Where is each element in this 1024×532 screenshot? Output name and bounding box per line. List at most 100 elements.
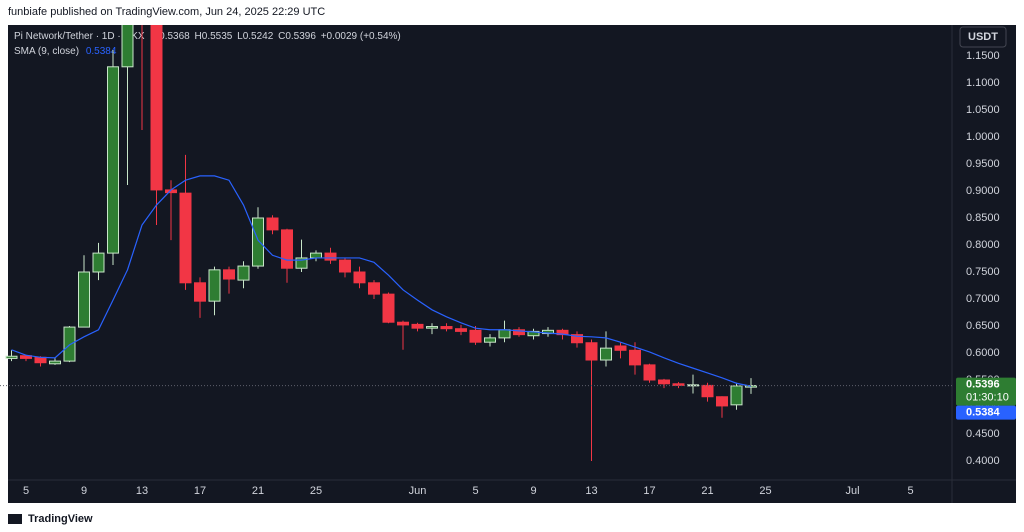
candle-body (194, 282, 206, 302)
ohlc-value: 0.5242 (243, 31, 274, 42)
candle-body (571, 334, 583, 344)
currency-label[interactable]: USDT (968, 31, 998, 43)
y-tick-label: 0.8000 (966, 239, 1000, 251)
y-tick-label: 0.7500 (966, 266, 1000, 278)
x-tick-label: 21 (252, 485, 264, 497)
candle-body (498, 329, 511, 339)
candle-body (629, 349, 641, 366)
publisher-line: funbiafe published on TradingView.com, J… (8, 6, 325, 18)
candle-body (440, 326, 453, 330)
ohlc-label: L (237, 31, 243, 42)
candle-body (368, 282, 380, 295)
x-tick-label: 17 (194, 485, 206, 497)
candle-body (716, 396, 728, 407)
y-tick-label: 0.4500 (966, 428, 1000, 440)
y-tick-label: 0.7000 (966, 293, 1000, 305)
indicator-value: 0.5384 (86, 46, 117, 57)
candle-body (208, 269, 221, 302)
chart-title: Pi Network/Tether · 1D · OKX (14, 31, 145, 42)
candle-body (730, 385, 743, 406)
y-tick-label: 0.8500 (966, 212, 1000, 224)
ohlc-value: 0.5535 (202, 31, 233, 42)
candle-body (281, 229, 293, 269)
legend-line: Pi Network/Tether · 1D · OKX O0.5368 H0.… (14, 31, 401, 42)
x-tick-label: 9 (530, 485, 536, 497)
candle-body (179, 192, 192, 284)
candle-body (484, 337, 496, 343)
candle-body (658, 379, 670, 385)
candle-body (223, 269, 235, 280)
y-tick-label: 0.6500 (966, 320, 1000, 332)
candle-body (121, 25, 134, 68)
y-tick-label: 1.1000 (966, 77, 1000, 89)
candle-body (295, 257, 308, 269)
ohlc-value: 0.5396 (285, 31, 316, 42)
x-tick-label: 9 (81, 485, 87, 497)
x-tick-label: Jul (845, 485, 859, 497)
countdown-label: 01:30:10 (966, 392, 1009, 404)
x-tick-label: 25 (759, 485, 771, 497)
candle-body (324, 252, 337, 261)
y-tick-label: 1.1500 (966, 50, 1000, 62)
chart-background (8, 25, 1016, 503)
ohlc-value: 0.5368 (159, 31, 190, 42)
change: +0.0029 (+0.54%) (321, 31, 401, 42)
sma-line (11, 175, 752, 387)
candle-body (49, 360, 61, 365)
last-price-label: 0.5396 (966, 379, 1000, 391)
candle-body (237, 265, 250, 281)
x-tick-label: 5 (472, 485, 478, 497)
candle-body (469, 329, 482, 343)
candle-body (150, 25, 163, 191)
x-tick-label: 13 (136, 485, 148, 497)
x-tick-label: Jun (409, 485, 427, 497)
ohlc-label: C (278, 31, 285, 42)
currency-button[interactable] (959, 26, 1007, 48)
brand: TradingView (28, 513, 93, 525)
indicator-legend: SMA (9, close) 0.5384 (14, 46, 117, 57)
candle-body (92, 252, 105, 273)
candle-body (5, 355, 18, 359)
axes: 0.40000.45000.50000.55000.60000.65000.70… (23, 50, 1016, 497)
y-tick-label: 0.9000 (966, 185, 1000, 197)
candle-body (252, 217, 264, 267)
candle-body (426, 326, 438, 329)
y-tick-label: 0.6000 (966, 347, 1000, 359)
candle-body (63, 326, 76, 362)
brand-logo (8, 514, 22, 524)
x-tick-label: 17 (643, 485, 655, 497)
last-price-box (956, 377, 1016, 406)
sma-price-label: 0.5384 (966, 407, 1001, 419)
y-tick-label: 0.9500 (966, 158, 1000, 170)
candle-body (411, 323, 424, 329)
ohlc-label: H (195, 31, 202, 42)
candle-body (107, 66, 119, 254)
y-tick-label: 1.0000 (966, 131, 1000, 143)
candle-body (339, 259, 351, 273)
plot (0, 25, 952, 461)
candle-body (266, 217, 279, 231)
candle-body (585, 342, 598, 361)
candle-body (614, 345, 627, 351)
candle-body (310, 252, 322, 259)
candle-body (701, 384, 714, 398)
candle-body (382, 293, 395, 323)
y-tick-label: 1.0500 (966, 104, 1000, 116)
x-tick-label: 25 (310, 485, 322, 497)
x-tick-label: 13 (585, 485, 597, 497)
y-tick-label: 0.4000 (966, 455, 1000, 467)
candle-body (397, 321, 409, 326)
indicator-name: SMA (9, close) (14, 46, 79, 57)
candle-body (600, 347, 612, 361)
candle-body (643, 364, 656, 381)
x-tick-label: 5 (907, 485, 913, 497)
x-tick-label: 5 (23, 485, 29, 497)
candle-body (353, 271, 366, 284)
x-tick-label: 21 (701, 485, 713, 497)
candle-body (34, 356, 47, 364)
candle-body (513, 329, 525, 336)
sma-price-box (956, 405, 1016, 420)
candle-body (455, 328, 467, 332)
